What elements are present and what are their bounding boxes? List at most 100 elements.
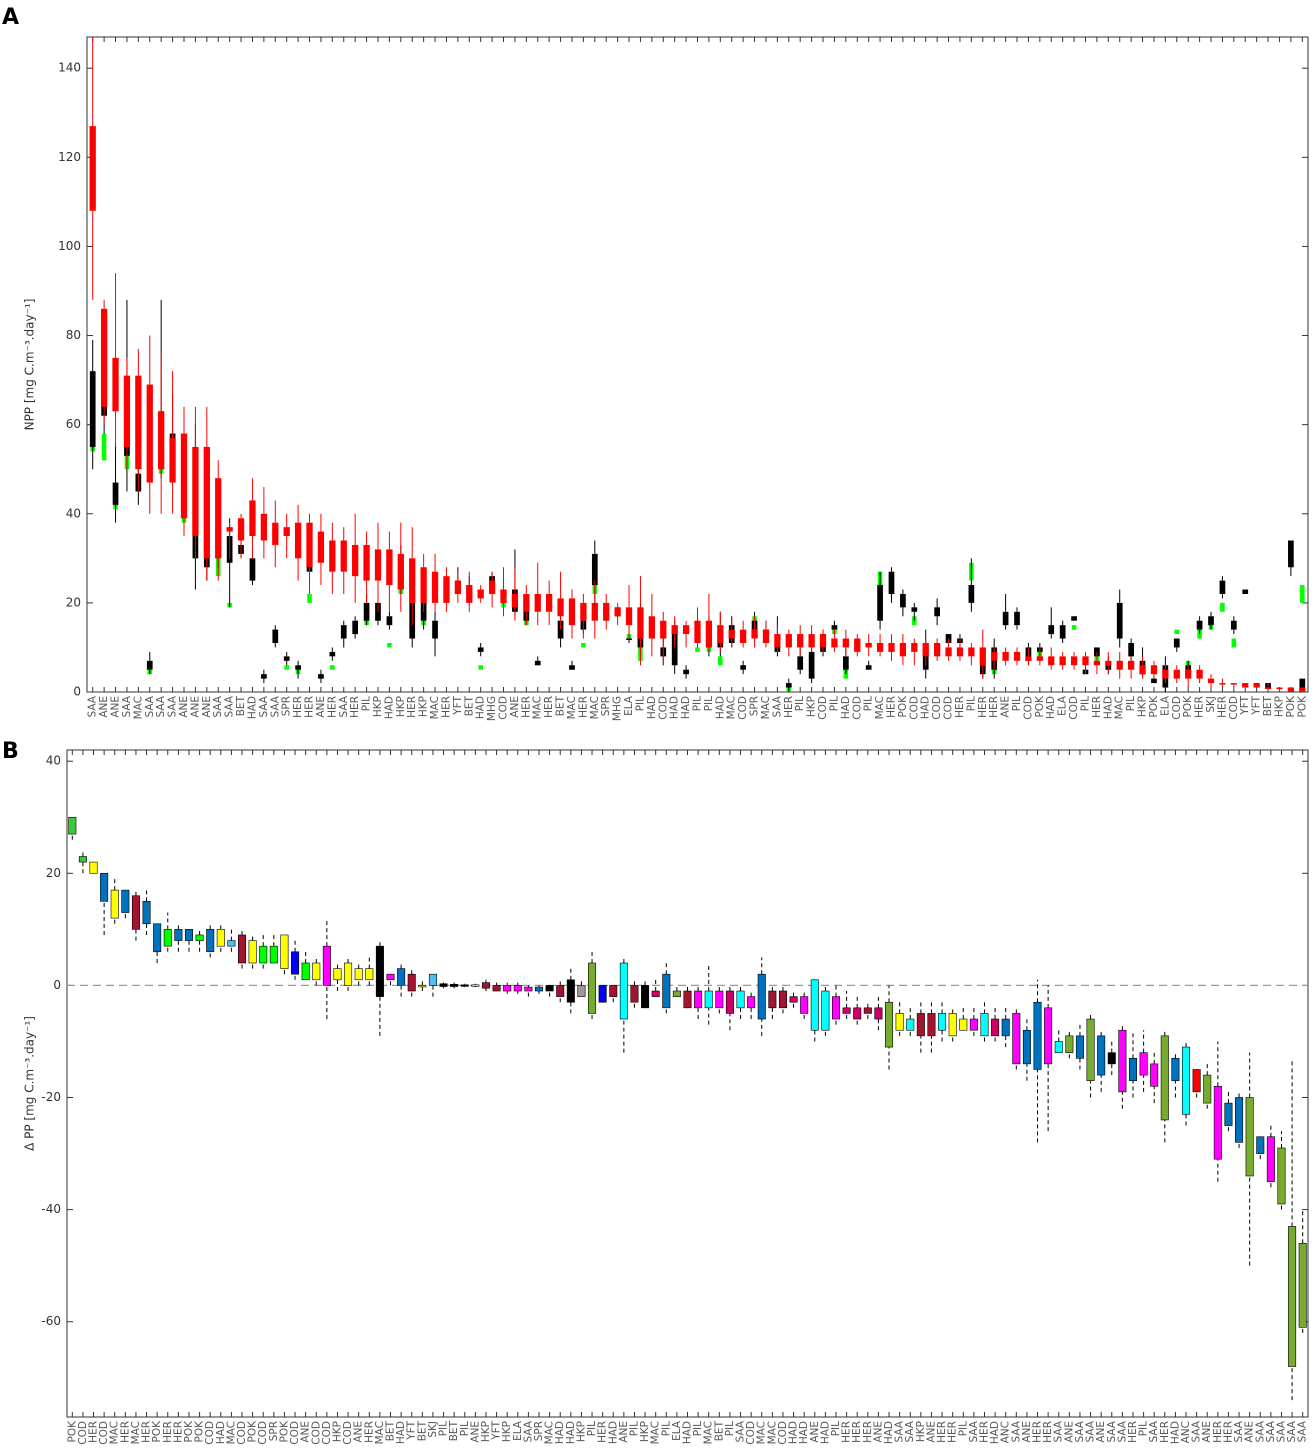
x-tick-label: SAA (1074, 1420, 1086, 1442)
box (283, 656, 290, 661)
box (1245, 1097, 1254, 1177)
box (184, 929, 193, 941)
x-tick-label: HAD (1045, 696, 1057, 719)
box (307, 593, 312, 603)
box (374, 549, 382, 581)
box (466, 585, 473, 603)
box (1048, 656, 1055, 666)
x-tick-label: HKP (480, 1421, 492, 1442)
x-tick-label: POK (1296, 695, 1308, 718)
x-tick-label: HKP (372, 696, 384, 717)
box (1219, 580, 1226, 594)
box (439, 983, 448, 987)
box (295, 665, 301, 670)
x-tick-label: HER (597, 1421, 609, 1443)
box (785, 683, 792, 688)
box (808, 634, 815, 648)
x-tick-label: SAA (1233, 1420, 1245, 1442)
x-tick-label: COD (257, 1421, 269, 1445)
y-tick-label: 120 (58, 150, 81, 164)
box (768, 990, 777, 1009)
x-tick-label: ELA (1057, 695, 1069, 716)
x-tick-label: ANE (469, 1421, 481, 1443)
box (365, 968, 374, 981)
box (1235, 1097, 1244, 1143)
y-tick-label: 60 (66, 417, 81, 431)
box (911, 607, 918, 612)
x-tick-label: YFT (452, 695, 464, 715)
box (569, 665, 575, 670)
x-tick-label: HER (119, 1421, 131, 1443)
x-tick-label: HER (162, 1421, 174, 1443)
x-tick-label: MHG (612, 696, 624, 721)
x-tick-label: ANE (618, 1421, 630, 1443)
x-tick-label: HKP (806, 696, 818, 717)
box (340, 625, 347, 639)
x-tick-label: PIL (724, 1421, 736, 1436)
x-tick-label: ELA (671, 1420, 683, 1441)
box (808, 651, 815, 679)
x-tick-label: MAC (650, 1421, 662, 1444)
box (534, 986, 544, 992)
box (375, 945, 384, 997)
x-tick-label: SAA (224, 695, 236, 717)
box (1171, 1057, 1180, 1081)
x-tick-label: ANE (189, 696, 201, 718)
box (397, 553, 404, 590)
box (428, 973, 437, 986)
box (283, 527, 290, 537)
box (261, 674, 267, 679)
box (778, 990, 787, 1009)
box (991, 1018, 1000, 1037)
x-tick-label: PIL (1011, 696, 1023, 711)
box (1139, 665, 1146, 675)
box (1116, 602, 1123, 639)
y-tick-label: 140 (58, 61, 81, 75)
x-tick-label: PIL (438, 1421, 450, 1436)
box (112, 482, 119, 505)
box (513, 985, 522, 992)
x-tick-label: SAA (1265, 1420, 1277, 1442)
box (329, 651, 336, 657)
x-tick-label: ANE (1201, 1421, 1213, 1443)
x-tick-label: SAA (1286, 1420, 1298, 1442)
box (546, 593, 553, 612)
box (352, 544, 359, 577)
box (89, 126, 96, 211)
panel-label: A (2, 5, 19, 30)
box (100, 308, 108, 407)
box (492, 985, 501, 992)
x-tick-label: COD (657, 696, 669, 720)
x-tick-label: BET (1262, 695, 1274, 716)
x-tick-label: HER (1194, 696, 1206, 718)
x-tick-label: HAD (475, 696, 487, 719)
box (237, 518, 245, 541)
x-tick-label: SAA (1053, 1420, 1065, 1442)
box (418, 985, 427, 988)
box (1207, 678, 1215, 684)
box (740, 629, 747, 643)
x-tick-label: ANE (98, 696, 110, 718)
box (853, 1007, 862, 1020)
box (797, 634, 804, 648)
box (477, 647, 484, 652)
box (101, 433, 107, 461)
box (740, 665, 746, 670)
x-tick-label: SAA (1106, 1420, 1118, 1442)
x-tick-label: MAC (225, 1421, 237, 1444)
y-tick-label: 0 (73, 685, 81, 699)
x-tick-label: PIL (1125, 696, 1137, 711)
x-tick-label: HKP (575, 1421, 587, 1442)
x-tick-label: MAC (756, 1421, 768, 1444)
box (959, 1018, 968, 1031)
box (683, 990, 692, 1009)
box (1082, 656, 1089, 666)
x-tick-label: HER (326, 696, 338, 718)
box (1054, 1041, 1063, 1053)
x-tick-label: PIL (459, 1421, 471, 1436)
x-tick-label: BET (385, 1420, 397, 1441)
box (443, 576, 450, 603)
box (387, 642, 392, 648)
x-tick-label: HER (954, 696, 966, 718)
box (363, 544, 370, 581)
